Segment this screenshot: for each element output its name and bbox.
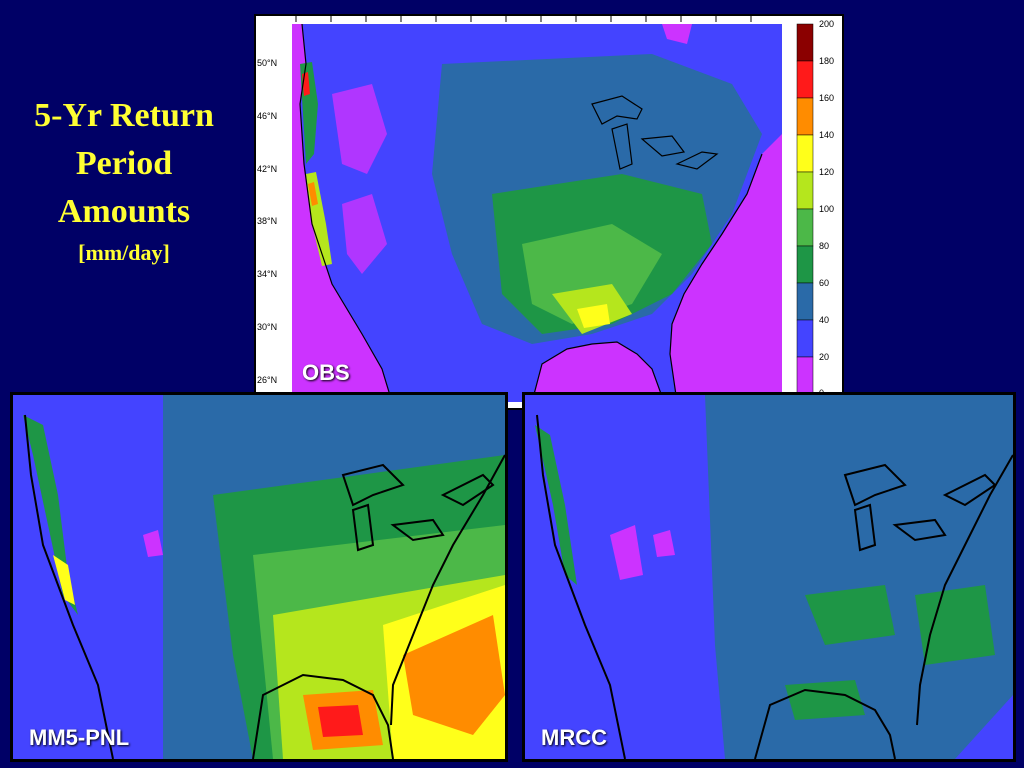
colorbar-swatch (796, 23, 814, 62)
colorbar-swatch (796, 208, 814, 247)
title-line-2: Period (75, 145, 173, 182)
colorbar-label-60: 60 (819, 278, 830, 288)
colorbar-label-180: 180 (819, 56, 835, 66)
obs-map-frame: 50°N 46°N 42°N 38°N 34°N 30°N 26°N 200 1… (254, 14, 844, 410)
colorbar-swatch (796, 319, 814, 358)
mrcc-map-panel: MRCC (522, 392, 1016, 762)
colorbar-label-140: 140 (819, 130, 835, 140)
colorbar-swatch (796, 171, 814, 210)
obs-panel-label: OBS (302, 360, 350, 385)
obs-colorbar (796, 23, 814, 395)
lat-label-50: 50°N (257, 58, 278, 68)
mrcc-panel-label: MRCC (541, 725, 607, 750)
mm5-map-panel: MM5-PNL (10, 392, 508, 762)
colorbar-swatch (796, 356, 814, 395)
colorbar-label-100: 100 (819, 204, 835, 214)
lat-label-38: 38°N (257, 216, 278, 226)
mm5-map (13, 395, 505, 759)
colorbar-label-160: 160 (819, 93, 835, 103)
mrcc-map (525, 395, 1013, 759)
colorbar-swatch (796, 60, 814, 99)
lat-label-26: 26°N (257, 375, 278, 385)
title-line-1: 5-Yr Return (34, 97, 214, 134)
lat-label-30: 30°N (257, 322, 278, 332)
colorbar-swatch (796, 245, 814, 284)
colorbar-label-120: 120 (819, 167, 835, 177)
colorbar-swatch (796, 282, 814, 321)
lat-label-34: 34°N (257, 269, 278, 279)
slide-title: 5-Yr Return Period Amounts [mm/day] (10, 92, 238, 270)
colorbar-label-200: 200 (819, 19, 835, 29)
title-units: [mm/day] (78, 240, 170, 265)
obs-map-area (292, 23, 782, 403)
colorbar-swatch (796, 134, 814, 173)
lat-label-46: 46°N (257, 111, 278, 121)
obs-map (292, 16, 814, 403)
mm5-panel-label: MM5-PNL (29, 725, 130, 750)
title-line-3: Amounts (57, 193, 191, 230)
lat-label-42: 42°N (257, 164, 278, 174)
colorbar-swatch (796, 97, 814, 136)
colorbar-label-40: 40 (819, 315, 830, 325)
colorbar-label-80: 80 (819, 241, 830, 251)
obs-top-ticks (295, 16, 752, 22)
colorbar-label-20: 20 (819, 352, 830, 362)
